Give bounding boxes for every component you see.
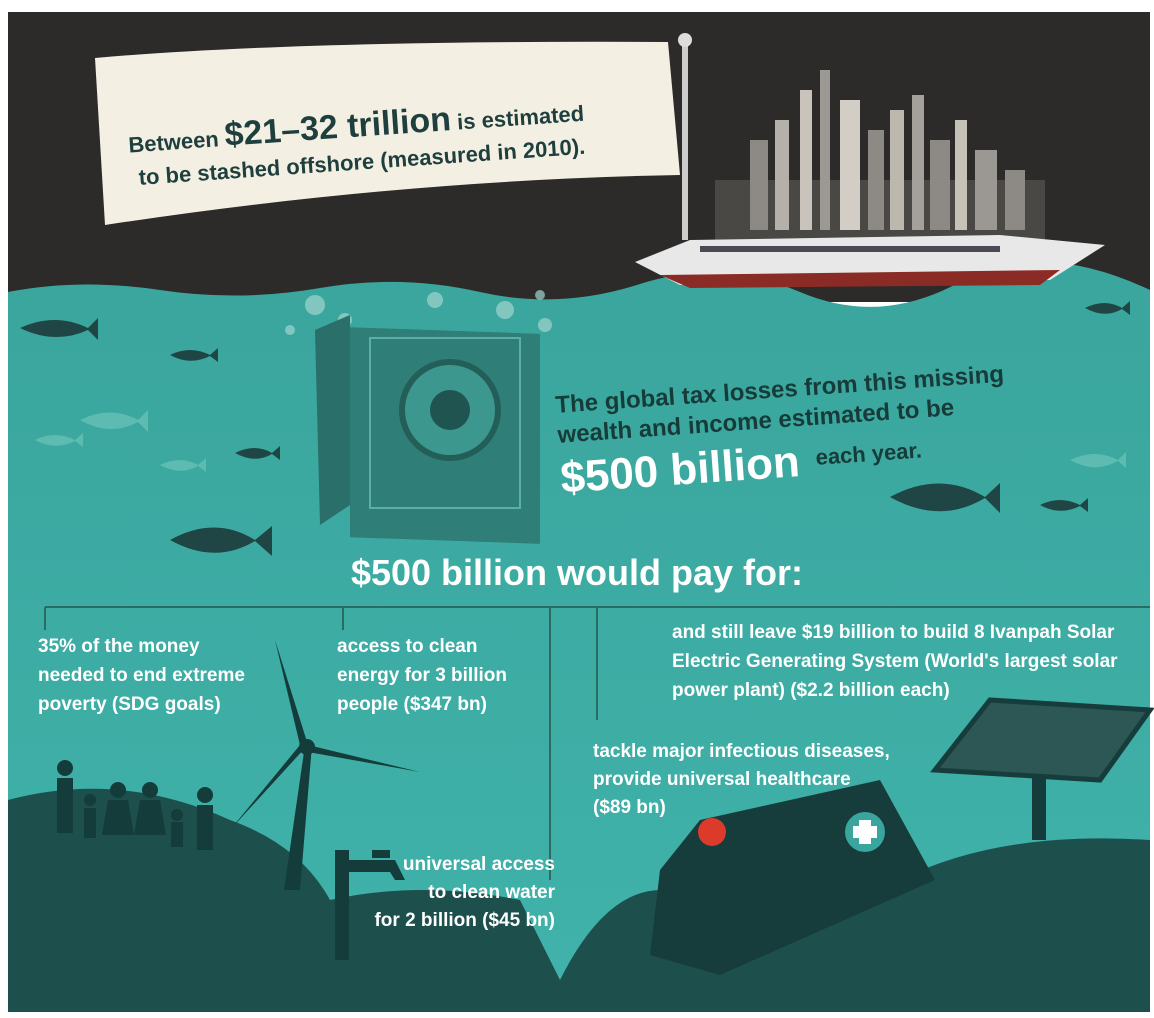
city-part bbox=[955, 120, 967, 230]
pay-for-item-line: provide universal healthcare bbox=[593, 769, 851, 790]
pay-for-item-line: energy for 3 billion bbox=[337, 665, 507, 686]
family-part bbox=[57, 778, 73, 833]
safe-part bbox=[430, 390, 470, 430]
city-part bbox=[1005, 170, 1025, 230]
city-part bbox=[890, 110, 904, 230]
ambulance-part bbox=[698, 818, 726, 846]
ship-windows bbox=[700, 246, 1000, 252]
family-part bbox=[57, 760, 73, 776]
pay-for-item-line: tackle major infectious diseases, bbox=[593, 741, 890, 762]
family-part bbox=[197, 787, 213, 803]
pay-for-item-line: access to clean bbox=[337, 636, 477, 657]
city-part bbox=[975, 150, 997, 230]
family-part bbox=[84, 808, 96, 838]
pay-for-item-line: for 2 billion ($45 bn) bbox=[374, 910, 555, 931]
pay-for-item-line: and still leave $19 billion to build 8 I… bbox=[672, 622, 1115, 643]
family-part bbox=[142, 782, 158, 798]
bubbles-part bbox=[538, 318, 552, 332]
city-part bbox=[930, 140, 950, 230]
pay-for-item-line: Electric Generating System (World's larg… bbox=[672, 651, 1118, 672]
family-part bbox=[197, 805, 213, 850]
bubbles-part bbox=[305, 295, 325, 315]
family-part bbox=[171, 809, 183, 821]
pay-for-item-line: people ($347 bn) bbox=[337, 694, 487, 715]
page-body: {"banner": {"prefix": "Between", "amount… bbox=[0, 0, 1154, 1018]
page: Offshore wealth infographic html, body {… bbox=[0, 0, 1154, 1018]
pay-for-item-line: universal access bbox=[403, 854, 555, 875]
pay-for-item-line: ($89 bn) bbox=[593, 797, 666, 818]
family-part bbox=[171, 822, 183, 847]
bubbles-part bbox=[496, 301, 514, 319]
family-part bbox=[84, 794, 96, 806]
city-part bbox=[800, 90, 812, 230]
family-part bbox=[110, 782, 126, 798]
pay-for-item-line: power plant) ($2.2 billion each) bbox=[672, 680, 950, 701]
infographic: Between $21–32 trillion is estimated to … bbox=[0, 0, 1154, 1018]
city-part bbox=[775, 120, 789, 230]
pay-for-item-line: poverty (SDG goals) bbox=[38, 694, 221, 715]
wind-turbine-part bbox=[299, 739, 315, 755]
pay-for-item-line: needed to end extreme bbox=[38, 665, 245, 686]
city-part bbox=[868, 130, 884, 230]
bubbles-part bbox=[427, 292, 443, 308]
city-part bbox=[912, 95, 924, 230]
city-part bbox=[840, 100, 860, 230]
pay-for-item-line: to clean water bbox=[428, 882, 555, 903]
water-tap-part bbox=[372, 850, 390, 858]
city-part bbox=[820, 70, 830, 230]
safe-part bbox=[315, 315, 350, 525]
pay-for-item-line: 35% of the money bbox=[38, 636, 200, 657]
pole-knob bbox=[678, 33, 692, 47]
city-part bbox=[750, 140, 768, 230]
bubbles-part bbox=[535, 290, 545, 300]
bubbles-part bbox=[285, 325, 295, 335]
pay-for-heading: $500 billion would pay for: bbox=[351, 552, 803, 593]
